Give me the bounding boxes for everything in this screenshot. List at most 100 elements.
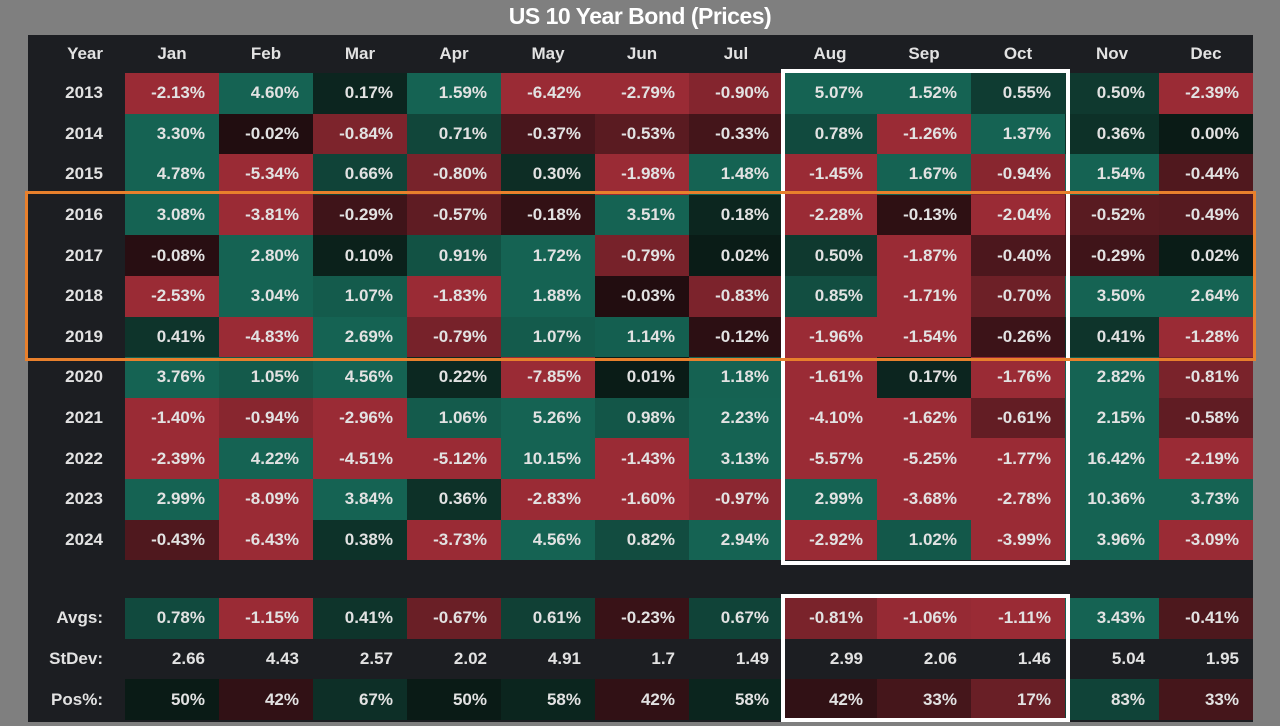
cell-avgs-may: 0.61% [501,598,595,639]
cell-2022-apr: -5.12% [407,438,501,479]
cell-stdev-dec: 1.95 [1205,649,1239,669]
row-label-pos: Pos%: [51,689,103,709]
column-header-mar: Mar [344,44,376,63]
cell-2020-jun: 0.01% [595,357,689,398]
cell-2015-jan: 4.78% [125,154,219,195]
cell-2014-jan: 3.30% [125,113,219,155]
cell-2019-apr: -0.79% [407,316,501,358]
cell-2014-mar: -0.84% [313,113,407,155]
cell-2023-sep: -3.68% [877,478,971,520]
cell-2018-nov: 3.50% [1065,275,1159,317]
cell-2020-apr: 0.22% [407,357,501,398]
cell-avgs-jan: 0.78% [125,598,219,639]
row-label-2014: 2014 [65,123,103,143]
row-label-avgs: Avgs: [56,608,103,628]
column-header-dec: Dec [1190,44,1222,63]
cell-2017-feb: 2.80% [219,235,313,276]
cell-2023-nov: 10.36% [1065,478,1159,520]
cell-2019-aug: -1.96% [783,316,877,358]
cell-2021-oct: -0.61% [971,397,1065,439]
cell-2022-feb: 4.22% [219,438,313,479]
cell-2024-mar: 0.38% [313,519,407,561]
row-label-2024: 2024 [65,529,103,549]
cell-stdev-apr: 2.02 [453,649,487,669]
cell-2023-aug: 2.99% [783,478,877,520]
cell-2013-mar: 0.17% [313,73,407,114]
cell-avgs-feb: -1.15% [219,598,313,639]
cell-avgs-jun: -0.23% [595,598,689,639]
cell-2019-dec: -1.28% [1159,316,1253,358]
cell-2022-mar: -4.51% [313,438,407,479]
cell-2015-may: 0.30% [501,154,595,195]
row-label-2017: 2017 [65,245,103,265]
cell-2016-feb: -3.81% [219,194,313,236]
cell-2023-may: -2.83% [501,478,595,520]
cell-2016-sep: -0.13% [877,194,971,236]
cell-2021-mar: -2.96% [313,397,407,439]
cell-pos-jul: 58% [689,679,783,720]
cell-2015-mar: 0.66% [313,154,407,195]
cell-2013-feb: 4.60% [219,73,313,114]
cell-2017-oct: -0.40% [971,235,1065,276]
cell-2023-apr: 0.36% [407,478,501,520]
cell-2024-feb: -6.43% [219,519,313,561]
cell-2021-jul: 2.23% [689,397,783,439]
cell-2014-feb: -0.02% [219,113,313,155]
cell-2017-sep: -1.87% [877,235,971,276]
cell-stdev-may: 4.91 [547,649,581,669]
cell-2018-apr: -1.83% [407,275,501,317]
cell-2018-sep: -1.71% [877,275,971,317]
heatmap-panel: Year Jan Feb Mar Apr May Jun Jul Aug Sep Oct Nov Dec… [25,35,1256,722]
cell-pos-aug: 42% [783,679,877,720]
cell-2019-feb: -4.83% [219,316,313,358]
cell-2017-jun: -0.79% [595,235,689,276]
cell-2016-oct: -2.04% [971,194,1065,236]
cell-2024-apr: -3.73% [407,519,501,561]
cell-2018-aug: 0.85% [783,275,877,317]
cell-2022-oct: -1.77% [971,438,1065,479]
cell-stdev-jul: 1.49 [735,649,769,669]
column-header-nov: Nov [1095,44,1129,63]
spacer-row [28,560,1253,598]
cell-2021-aug: -4.10% [783,397,877,439]
cell-2019-mar: 2.69% [313,316,407,358]
column-header-jun: Jun [626,44,658,63]
cell-2020-nov: 2.82% [1065,357,1159,398]
cell-2013-oct: 0.55% [971,73,1065,114]
cell-2015-jul: 1.48% [689,154,783,195]
cell-2020-aug: -1.61% [783,357,877,398]
cell-pos-jan: 50% [125,679,219,720]
cell-2013-sep: 1.52% [877,73,971,114]
cell-2021-jun: 0.98% [595,397,689,439]
cell-pos-oct: 17% [971,679,1065,720]
cell-2018-feb: 3.04% [219,275,313,317]
cell-pos-may: 58% [501,679,595,720]
cell-2013-aug: 5.07% [783,73,877,114]
cell-2013-jul: -0.90% [689,73,783,114]
cell-2017-dec: 0.02% [1159,235,1253,276]
row-label-2015: 2015 [65,164,103,184]
cell-2014-dec: 0.00% [1159,113,1253,155]
cell-2020-sep: 0.17% [877,357,971,398]
cell-pos-nov: 83% [1065,679,1159,720]
column-header-jul: Jul [723,44,749,63]
cell-2017-jul: 0.02% [689,235,783,276]
cell-2021-feb: -0.94% [219,397,313,439]
cell-2022-jun: -1.43% [595,438,689,479]
cell-stdev-oct: 1.46 [1017,649,1051,669]
cell-2013-jun: -2.79% [595,73,689,114]
cell-2016-apr: -0.57% [407,194,501,236]
cell-pos-jun: 42% [595,679,689,720]
cell-avgs-nov: 3.43% [1065,598,1159,639]
cell-2018-dec: 2.64% [1159,275,1253,317]
row-label-2019: 2019 [65,326,103,346]
cell-avgs-apr: -0.67% [407,598,501,639]
cell-stdev-aug: 2.99 [829,649,863,669]
cell-2024-oct: -3.99% [971,519,1065,561]
cell-2021-may: 5.26% [501,397,595,439]
cell-2014-jul: -0.33% [689,113,783,155]
row-label-2023: 2023 [65,489,103,509]
cell-2024-jun: 0.82% [595,519,689,561]
cell-2019-oct: -0.26% [971,316,1065,358]
cell-2021-nov: 2.15% [1065,397,1159,439]
